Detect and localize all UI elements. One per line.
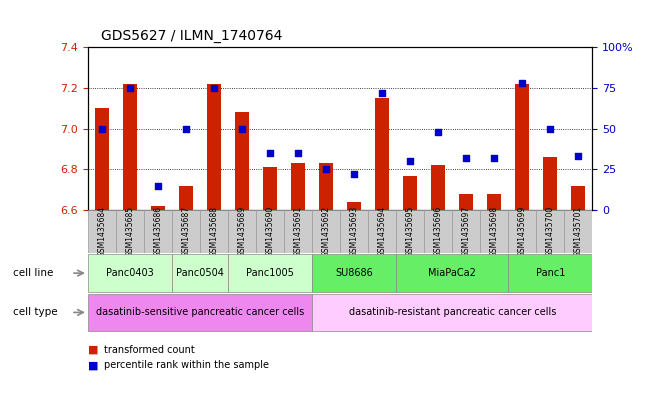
Text: GSM1435697: GSM1435697 [462, 206, 471, 257]
Point [545, 126, 555, 132]
Bar [312, 254, 396, 292]
Bar [88, 254, 172, 292]
Bar [312, 294, 592, 331]
Text: GSM1435691: GSM1435691 [294, 206, 303, 257]
Bar [424, 210, 452, 253]
Point [489, 155, 499, 161]
Point [293, 150, 303, 156]
Bar [508, 210, 536, 253]
Bar [172, 210, 200, 253]
Bar [88, 210, 116, 253]
Bar [375, 98, 389, 210]
Point [377, 90, 387, 96]
Point [349, 171, 359, 178]
Bar [144, 210, 172, 253]
Text: Panc0403: Panc0403 [106, 268, 154, 278]
Bar [572, 186, 585, 210]
Bar [88, 294, 312, 331]
Text: GSM1435694: GSM1435694 [378, 206, 387, 257]
Bar [172, 254, 228, 292]
Text: GSM1435695: GSM1435695 [406, 206, 415, 257]
Point [181, 126, 191, 132]
Bar [235, 112, 249, 210]
Point [265, 150, 275, 156]
Text: cell line: cell line [13, 268, 53, 278]
Text: Panc0504: Panc0504 [176, 268, 224, 278]
Bar [536, 210, 564, 253]
Bar [207, 84, 221, 210]
Bar [228, 210, 256, 253]
Text: GSM1435692: GSM1435692 [322, 206, 331, 257]
Point [321, 166, 331, 173]
Point [573, 153, 583, 160]
Point [209, 85, 219, 91]
Point [125, 85, 135, 91]
Bar [291, 163, 305, 210]
Text: GSM1435699: GSM1435699 [518, 206, 527, 257]
Bar [228, 254, 312, 292]
Point [433, 129, 443, 135]
Text: Panc1: Panc1 [536, 268, 565, 278]
Bar [284, 210, 312, 253]
Bar [480, 210, 508, 253]
Point [517, 80, 527, 86]
Text: percentile rank within the sample: percentile rank within the sample [104, 360, 269, 371]
Bar [95, 108, 109, 210]
Bar [564, 210, 592, 253]
Point [237, 126, 247, 132]
Point [97, 126, 107, 132]
Text: GSM1435685: GSM1435685 [126, 206, 134, 257]
Text: GSM1435684: GSM1435684 [98, 206, 106, 257]
Bar [116, 210, 144, 253]
Bar [544, 157, 557, 210]
Text: SU8686: SU8686 [335, 268, 373, 278]
Bar [151, 206, 165, 210]
Bar [368, 210, 396, 253]
Text: GSM1435700: GSM1435700 [546, 206, 555, 257]
Bar [431, 165, 445, 210]
Bar [340, 210, 368, 253]
Point [405, 158, 415, 165]
Bar [319, 163, 333, 210]
Bar [488, 194, 501, 210]
Bar [452, 210, 480, 253]
Text: transformed count: transformed count [104, 345, 195, 355]
Bar [396, 254, 508, 292]
Text: dasatinib-sensitive pancreatic cancer cells: dasatinib-sensitive pancreatic cancer ce… [96, 307, 304, 318]
Text: ■: ■ [88, 360, 98, 371]
Bar [403, 176, 417, 210]
Bar [516, 84, 529, 210]
Text: MiaPaCa2: MiaPaCa2 [428, 268, 476, 278]
Text: dasatinib-resistant pancreatic cancer cells: dasatinib-resistant pancreatic cancer ce… [348, 307, 556, 318]
Bar [263, 167, 277, 210]
Bar [508, 254, 592, 292]
Text: ■: ■ [88, 345, 98, 355]
Bar [123, 84, 137, 210]
Text: GSM1435696: GSM1435696 [434, 206, 443, 257]
Bar [459, 194, 473, 210]
Text: GSM1435688: GSM1435688 [210, 206, 219, 257]
Text: Panc1005: Panc1005 [246, 268, 294, 278]
Bar [179, 186, 193, 210]
Text: GSM1435690: GSM1435690 [266, 206, 275, 257]
Text: GSM1435693: GSM1435693 [350, 206, 359, 257]
Text: GSM1435689: GSM1435689 [238, 206, 247, 257]
Point [153, 183, 163, 189]
Text: GSM1435687: GSM1435687 [182, 206, 191, 257]
Bar [200, 210, 228, 253]
Text: cell type: cell type [13, 307, 58, 318]
Text: GSM1435698: GSM1435698 [490, 206, 499, 257]
Bar [256, 210, 284, 253]
Text: GSM1435701: GSM1435701 [574, 206, 583, 257]
Point [461, 155, 471, 161]
Bar [347, 202, 361, 210]
Bar [312, 210, 340, 253]
Bar [396, 210, 424, 253]
Text: GDS5627 / ILMN_1740764: GDS5627 / ILMN_1740764 [101, 29, 283, 43]
Text: GSM1435686: GSM1435686 [154, 206, 163, 257]
